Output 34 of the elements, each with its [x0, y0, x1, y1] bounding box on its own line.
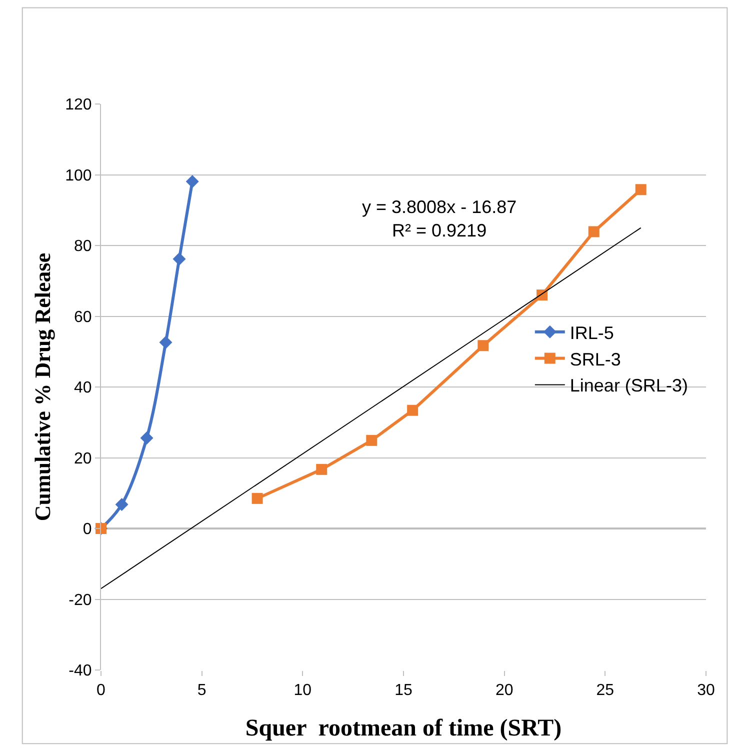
x-tick-label: 20: [495, 682, 514, 700]
x-tick-label: 25: [596, 682, 614, 700]
legend-label: Linear (SRL-3): [570, 376, 688, 396]
point: [407, 404, 418, 416]
y-tick-label: -20: [68, 592, 92, 609]
point: [172, 252, 186, 266]
point: [159, 336, 172, 349]
y-tick-label: 80: [74, 238, 92, 256]
point: [366, 434, 378, 446]
point: [588, 226, 600, 238]
point: [316, 464, 328, 475]
point: [478, 340, 489, 352]
legend-label: SRL-3: [570, 349, 621, 370]
x-tick-label: 0: [96, 682, 106, 700]
point: [635, 184, 646, 196]
point: [115, 498, 128, 511]
y-tick-label: 60: [74, 308, 92, 326]
y-tick-label: -40: [68, 662, 92, 680]
point: [186, 174, 199, 188]
y-tick-label: 40: [74, 380, 92, 397]
point: [140, 431, 154, 444]
y-tick-label: 20: [74, 450, 92, 468]
x-tick-label: 15: [394, 682, 412, 700]
annotation: y = 3.8008x - 16.87 R² = 0.9219: [362, 197, 517, 240]
y-tick-label: 120: [65, 96, 92, 114]
y-tick-label: 0: [82, 521, 92, 538]
x-tick-label: 5: [197, 682, 206, 700]
y-tick-label: 100: [65, 167, 92, 184]
x-tick-label: 30: [697, 682, 715, 700]
legend-label: IRL-5: [570, 322, 614, 343]
point: [252, 492, 263, 504]
x-tick-label: 10: [294, 682, 312, 700]
y-axis-title: Cumulative % Drug Release: [30, 252, 55, 522]
x-axis-title: Squer rootmean of time (SRT): [245, 716, 562, 742]
